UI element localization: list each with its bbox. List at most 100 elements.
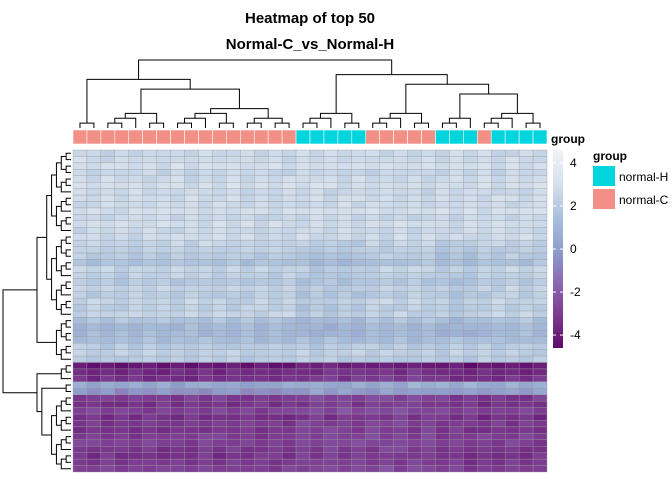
heatmap-cell [254, 465, 269, 473]
heatmap-cell [72, 310, 88, 318]
heatmap-cell [309, 265, 325, 273]
heatmap-cell [72, 413, 88, 421]
heatmap-cell [240, 439, 255, 447]
heatmap-cell [393, 265, 408, 273]
heatmap-cell [198, 388, 213, 395]
heatmap-cell [407, 220, 422, 228]
heatmap-cell [86, 362, 102, 370]
heatmap-cell [309, 169, 325, 176]
heatmap-cell [365, 149, 380, 157]
heatmap-cell [337, 207, 352, 215]
annotation-cell [114, 129, 130, 145]
heatmap-cell [226, 304, 241, 312]
heatmap-cell [491, 343, 506, 350]
heatmap-cell [477, 446, 492, 453]
heatmap-cell [240, 175, 255, 183]
heatmap-cell [268, 452, 283, 460]
heatmap-cell [268, 149, 283, 157]
heatmap-cell [337, 246, 352, 254]
heatmap-cell [295, 156, 311, 164]
heatmap-cell [365, 394, 380, 402]
heatmap-cell [170, 259, 185, 267]
legend-label-normal-h: normal-H [619, 170, 668, 184]
heatmap-cell [491, 381, 506, 389]
heatmap-cell [198, 465, 213, 473]
heatmap-cell [365, 169, 380, 176]
heatmap-cell [351, 336, 366, 344]
heatmap-cell [100, 252, 115, 260]
heatmap-cell [184, 362, 199, 370]
heatmap-cell [184, 465, 199, 473]
heatmap-cell [477, 169, 492, 176]
heatmap-cell [86, 343, 102, 350]
dendrogram-branch [389, 112, 423, 124]
heatmap-cell [351, 304, 366, 312]
heatmap-cell [379, 375, 394, 383]
heatmap-cell [268, 343, 283, 350]
heatmap-cell [365, 330, 380, 337]
heatmap-cell [100, 285, 115, 292]
heatmap-cell [518, 169, 534, 176]
heatmap-cell [393, 349, 408, 357]
heatmap-cell [86, 446, 102, 453]
heatmap-cell [281, 349, 297, 357]
heatmap-cell [351, 381, 366, 389]
heatmap-cell [463, 182, 478, 189]
heatmap-cell [114, 336, 129, 344]
heatmap-cell [323, 317, 339, 325]
heatmap-cell [379, 343, 394, 350]
heatmap-cell [323, 291, 339, 299]
heatmap-cell [268, 400, 283, 408]
heatmap-cell [323, 375, 339, 383]
heatmap-cell [477, 323, 492, 331]
heatmap-cell [212, 368, 227, 376]
heatmap-cell [128, 207, 143, 215]
heatmap-cell [268, 446, 283, 453]
heatmap-cell [86, 465, 102, 473]
heatmap-cell [128, 452, 143, 460]
heatmap-cell [449, 458, 464, 466]
heatmap-cell [532, 201, 548, 209]
heatmap-cell [295, 194, 311, 202]
heatmap-cell [323, 220, 339, 228]
heatmap-cell [505, 394, 520, 402]
heatmap-cell [351, 239, 366, 247]
heatmap-cell [435, 227, 450, 234]
heatmap-cell [142, 330, 157, 337]
heatmap-cell [323, 259, 339, 267]
heatmap-cell [518, 330, 534, 337]
heatmap-cell [491, 220, 506, 228]
heatmap-cell [268, 317, 283, 325]
heatmap-cell [435, 207, 450, 215]
heatmap-cell [72, 220, 88, 228]
colorbar-tick-label: 4 [570, 156, 577, 170]
heatmap-cell [170, 336, 185, 344]
heatmap-cell [463, 278, 478, 286]
heatmap-cell [505, 304, 520, 312]
dendrogram-branch [149, 122, 165, 128]
heatmap-cell [72, 375, 88, 383]
heatmap-cell [518, 227, 534, 234]
heatmap-cell [281, 355, 297, 363]
heatmap-cell [268, 182, 283, 189]
heatmap-cell [198, 355, 213, 363]
heatmap-cell [240, 272, 255, 279]
heatmap-cell [365, 259, 380, 267]
annotation-cell [490, 129, 506, 145]
heatmap-cell [72, 304, 88, 312]
heatmap-cell [435, 201, 450, 209]
heatmap-cell [491, 355, 506, 363]
heatmap-cell [295, 227, 311, 234]
heatmap-cell [309, 259, 325, 267]
heatmap-cell [393, 278, 408, 286]
annotation-cell [267, 129, 283, 145]
heatmap-cell [128, 394, 143, 402]
heatmap-cell [393, 426, 408, 434]
heatmap-cell [518, 214, 534, 222]
heatmap-cell [295, 458, 311, 466]
heatmap-cell [463, 388, 478, 395]
heatmap-cell [198, 272, 213, 279]
heatmap-cell [491, 375, 506, 383]
annotation-cell [435, 129, 450, 145]
heatmap-cell [365, 162, 380, 170]
